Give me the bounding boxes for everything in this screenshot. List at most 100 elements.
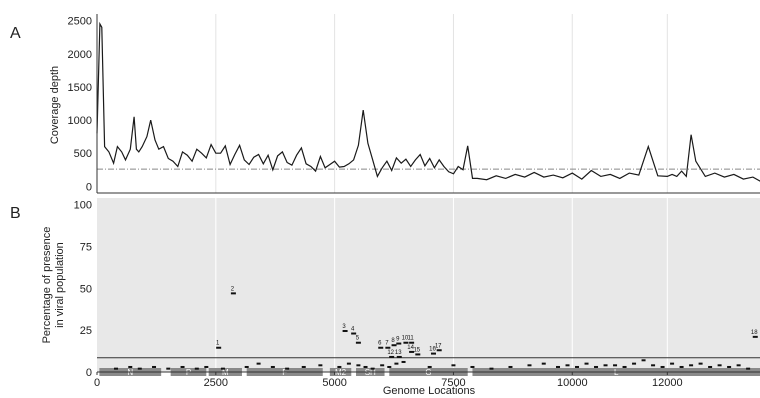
low-frequency-variant-point [651,364,656,367]
low-frequency-variant-point [689,364,694,367]
variant-label: 14 [407,345,414,351]
panel-b-letter: B [10,205,21,222]
variant-point-4 [351,332,357,335]
panel-a-y-tick-label: 1000 [68,115,92,127]
low-frequency-variant-point [128,365,133,368]
low-frequency-variant-point [584,362,589,365]
panel-b-plot-area [97,198,760,372]
panel-a-y-tick-label: 500 [74,148,92,160]
low-frequency-variant-point [670,362,675,365]
low-frequency-variant-point [363,365,368,368]
low-frequency-variant-point [220,367,225,370]
variant-point-8 [391,344,397,347]
x-tick-label: 12000 [652,377,683,389]
variant-label: 5 [356,336,360,342]
low-frequency-variant-point [708,365,713,368]
low-frequency-variant-point [256,362,261,365]
variant-point-16 [430,352,436,355]
variant-label: 7 [385,341,389,347]
low-frequency-variants [114,359,751,370]
low-frequency-variant-point [180,365,185,368]
low-frequency-variant-point [736,364,741,367]
variant-label: 12 [387,350,394,356]
variant-point-7 [385,346,391,349]
variant-point-3 [342,330,348,333]
panel-a: A Coverage depth 0 500 1000 1500 2000 2500 [10,14,760,194]
variant-point-15 [415,353,421,356]
variant-point-12 [389,355,395,358]
x-tick-label: 5000 [322,377,346,389]
low-frequency-variant-point [394,362,399,365]
variant-point-10 [403,341,409,344]
variant-label: 15 [413,347,420,353]
variant-label: 1 [216,341,220,347]
variant-label: 13 [395,350,402,356]
low-frequency-variant-point [166,367,171,370]
variant-point-18 [752,335,758,338]
panel-a-gridlines [215,14,668,193]
panel-b-y-ticks: 0 25 50 75 100 [74,200,92,379]
variant-label: 4 [351,327,355,333]
low-frequency-variant-point [427,365,432,368]
low-frequency-variant-point [679,365,684,368]
variant-point-1 [216,346,222,349]
panel-a-y-tick-label: 1500 [68,82,92,94]
panel-b-y-tick-label: 0 [86,367,92,379]
low-frequency-variant-point [746,367,751,370]
x-axis-title: Genome Locations [383,385,476,397]
x-tick-label: 7500 [441,377,465,389]
low-frequency-variant-point [152,365,157,368]
variant-label: 9 [396,337,400,343]
panel-a-letter: A [10,25,21,42]
variant-label: 8 [391,338,395,344]
variant-point-6 [378,346,384,349]
x-tick-label: 10000 [557,377,588,389]
x-tick-label: 0 [94,377,100,389]
variant-label: 11 [408,336,415,342]
panel-a-y-ticks: 0 500 1000 1500 2000 2500 [68,16,92,194]
low-frequency-variant-point [337,365,342,368]
variant-label: 3 [342,324,346,330]
coverage-line [96,21,760,182]
panel-a-y-tick-label: 0 [86,181,92,193]
low-frequency-variant-point [114,367,119,370]
low-frequency-variant-point [451,364,456,367]
variant-label: 18 [751,330,758,336]
panel-a-y-tick-label: 2500 [68,16,92,28]
low-frequency-variant-point [489,367,494,370]
panel-b-y-axis-title-line1: Percentage of presence [41,227,53,344]
variant-label: 6 [378,341,382,347]
panel-b-y-axis-title-line2: in viral population [54,242,66,328]
low-frequency-variant-point [194,367,199,370]
low-frequency-variant-point [380,364,385,367]
variant-point-13 [396,355,402,358]
low-frequency-variant-point [470,365,475,368]
low-frequency-variant-point [508,365,513,368]
low-frequency-variant-point [613,364,618,367]
low-frequency-variant-point [565,364,570,367]
low-frequency-variant-point [285,367,290,370]
variant-label: 16 [429,347,436,353]
low-frequency-variant-point [541,362,546,365]
low-frequency-variant-point [727,365,732,368]
variant-point-14 [409,350,415,353]
low-frequency-variant-point [244,365,249,368]
low-frequency-variant-point [318,364,323,367]
panel-b-gridlines [215,198,668,372]
low-frequency-variant-point [370,367,375,370]
variant-point-17 [436,349,442,352]
low-frequency-variant-point [527,364,532,367]
x-axis-ticks: 0 2500 5000 7500 10000 12000 [94,372,683,389]
low-frequency-variant-point [204,365,209,368]
variant-label: 2 [231,286,235,292]
low-frequency-variant-point [603,364,608,367]
low-frequency-variant-point [356,364,361,367]
panel-b-y-tick-label: 100 [74,200,92,212]
panel-a-y-tick-label: 2000 [68,49,92,61]
low-frequency-variant-point [401,360,406,363]
low-frequency-variant-point [575,365,580,368]
variant-point-11 [409,341,415,344]
low-frequency-variant-point [632,362,637,365]
variant-label: 10 [402,336,409,342]
